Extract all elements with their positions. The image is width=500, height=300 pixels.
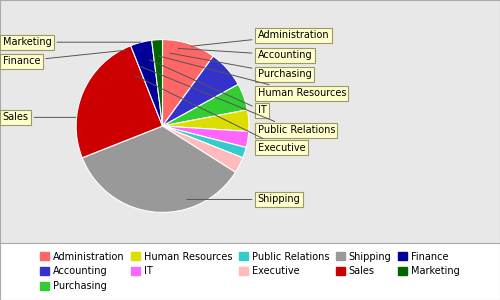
Wedge shape xyxy=(82,126,235,212)
Wedge shape xyxy=(162,126,243,172)
Wedge shape xyxy=(162,84,248,126)
Text: Public Relations: Public Relations xyxy=(141,67,335,135)
Wedge shape xyxy=(162,56,238,126)
Text: Sales: Sales xyxy=(2,112,76,122)
Text: Accounting: Accounting xyxy=(178,48,312,60)
Text: Purchasing: Purchasing xyxy=(170,53,312,79)
Wedge shape xyxy=(162,110,249,131)
Text: Finance: Finance xyxy=(2,50,125,66)
Text: Executive: Executive xyxy=(135,75,305,153)
Text: Human Resources: Human Resources xyxy=(158,56,346,98)
Wedge shape xyxy=(76,46,162,158)
Text: Marketing: Marketing xyxy=(2,37,140,47)
Wedge shape xyxy=(162,126,246,158)
Text: Administration: Administration xyxy=(191,30,329,46)
Text: Shipping: Shipping xyxy=(187,194,300,204)
Wedge shape xyxy=(162,126,248,148)
Wedge shape xyxy=(162,40,214,126)
Wedge shape xyxy=(130,40,162,126)
Text: IT: IT xyxy=(150,60,266,116)
Legend: Administration, Accounting, Purchasing, Human Resources, IT, Public Relations, E: Administration, Accounting, Purchasing, … xyxy=(36,247,465,296)
Wedge shape xyxy=(152,40,162,126)
